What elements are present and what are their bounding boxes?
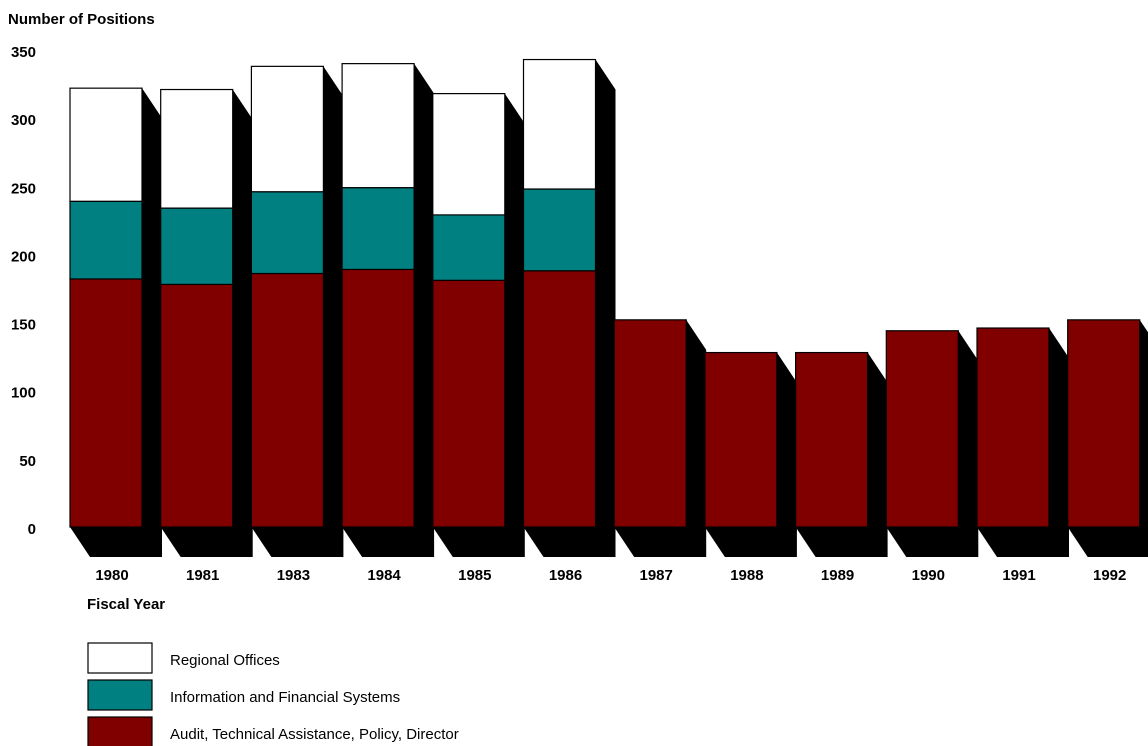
x-tick-label: 1984: [367, 567, 401, 584]
bar-segment-1983: [250, 272, 324, 528]
x-tick-label: 1990: [912, 567, 945, 584]
legend-label: Information and Financial Systems: [170, 689, 400, 706]
x-tick-label: 1989: [821, 567, 854, 584]
x-tick-label: 1987: [640, 567, 673, 584]
legend-label: Audit, Technical Assistance, Policy, Dir…: [170, 726, 459, 743]
bar-segment-1989: [794, 351, 869, 528]
legend-swatch: [87, 679, 153, 711]
bar-shadow-1983: [251, 66, 344, 558]
bar-segment-1984: [341, 268, 415, 528]
x-tick-label: 1986: [549, 567, 582, 584]
bar-segment-1980: [69, 200, 143, 280]
bar-shadow-1984: [342, 63, 435, 557]
y-tick-label: 150: [11, 317, 36, 334]
y-tick-label: 300: [11, 112, 36, 129]
x-tick-label: 1985: [458, 567, 491, 584]
bar-shadow-1985: [432, 93, 525, 558]
bar-segment-1985: [432, 279, 506, 528]
legend-label: Regional Offices: [170, 652, 280, 669]
x-axis-title: Fiscal Year: [87, 596, 165, 613]
bar-shadow-1988: [704, 352, 797, 557]
bar-shadow-1990: [886, 330, 979, 557]
y-axis-ticks: 0 50 100 150 200 250 300 350: [11, 44, 36, 538]
bar-segment-1981: [160, 88, 234, 209]
x-axis-ticks: 1980 1981 1983 1984 1985 1986 1987 1988 1989 1990…: [95, 567, 1126, 584]
bar-segment-1981: [160, 207, 234, 286]
bar-segment-1990: [885, 330, 959, 528]
x-tick-label: 1981: [186, 567, 219, 584]
bar-segment-1985: [432, 214, 506, 281]
bar-shadow-1991: [977, 328, 1069, 557]
bar-segment-1984: [341, 63, 415, 189]
bar-segment-1986: [522, 270, 597, 528]
bar-segment-1980: [69, 87, 143, 202]
bar-segment-1983: [250, 191, 324, 275]
x-tick-label: 1992: [1093, 567, 1126, 584]
bar-segment-1983: [250, 65, 324, 193]
y-tick-label: 350: [11, 44, 36, 61]
bar-shadow-1980: [70, 88, 162, 557]
bar-segment-1988: [704, 351, 778, 528]
legend: Regional Offices Information and Financia…: [87, 642, 459, 746]
bars: [69, 58, 1141, 528]
y-tick-label: 200: [11, 248, 36, 265]
bar-segment-1992: [1067, 319, 1141, 528]
bar-shadow-1986: [523, 59, 616, 557]
x-tick-label: 1991: [1002, 567, 1035, 584]
x-tick-label: 1988: [730, 567, 763, 584]
y-tick-label: 250: [11, 180, 36, 197]
x-tick-label: 1983: [277, 567, 310, 584]
legend-swatch: [87, 716, 153, 746]
bar-segment-1984: [341, 187, 415, 271]
bar-segment-1981: [160, 283, 234, 528]
y-tick-label: 0: [28, 521, 36, 538]
bar-segment-1980: [69, 278, 143, 528]
y-tick-label: 50: [19, 453, 36, 470]
bar-segment-1991: [976, 327, 1050, 528]
bar-shadow-1987: [614, 319, 707, 557]
bar-segment-1985: [432, 93, 506, 216]
y-axis-title: Number of Positions: [8, 11, 155, 28]
bar-shadow-1989: [795, 352, 888, 557]
legend-swatch: [87, 642, 153, 674]
bar-segment-1987: [613, 319, 687, 528]
bar-shadow-1981: [160, 89, 253, 557]
bar-segment-1986: [522, 58, 597, 190]
bar-segment-1986: [522, 188, 597, 272]
x-tick-label: 1980: [95, 567, 128, 584]
y-tick-label: 100: [11, 385, 36, 402]
